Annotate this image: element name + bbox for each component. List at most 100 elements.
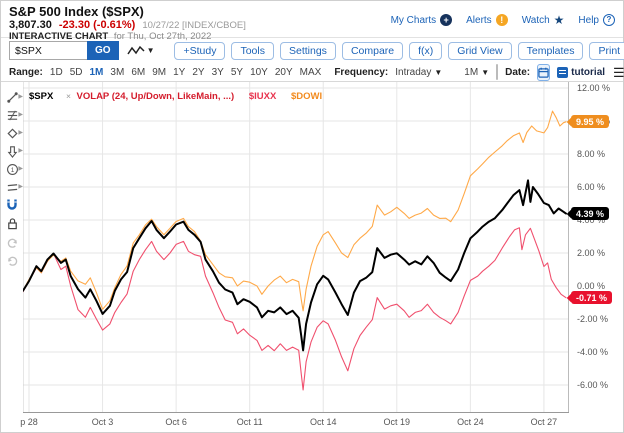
price-row: 3,807.30 -23.30 (-0.61%) 10/27/22 [INDEX… bbox=[9, 19, 246, 32]
last-price: 3,807.30 bbox=[9, 19, 52, 31]
legend-iuxx[interactable]: $IUXX bbox=[248, 91, 277, 102]
number-annotation-tool[interactable]: 1 ▶ bbox=[2, 162, 23, 176]
x-tick-label: p 28 bbox=[20, 417, 38, 427]
plus-circle-icon: + bbox=[440, 14, 453, 26]
range-option-3m[interactable]: 3M bbox=[110, 66, 125, 78]
arrow-tool[interactable]: ▶ bbox=[2, 144, 23, 158]
range-option-5d[interactable]: 5D bbox=[69, 66, 83, 78]
annotation-toolbar: ▶ ▶ ▶ ▶ 1 ▶ ▶ bbox=[1, 90, 23, 266]
go-button[interactable]: GO bbox=[87, 41, 119, 60]
frequency-dropdown[interactable]: Intraday ▼ bbox=[395, 67, 442, 78]
x-tick-label: Oct 11 bbox=[236, 417, 263, 427]
series-dowi bbox=[23, 110, 567, 312]
help-link[interactable]: Help ? bbox=[578, 14, 615, 26]
range-option-max[interactable]: MAX bbox=[299, 66, 322, 78]
symbol-entry-group: GO bbox=[9, 41, 119, 60]
y-tick-label: 0.00 % bbox=[577, 281, 606, 291]
range-option-2y[interactable]: 2Y bbox=[192, 66, 205, 78]
range-option-1y[interactable]: 1Y bbox=[173, 66, 186, 78]
tutorial-label: tutorial bbox=[571, 66, 606, 78]
chart-toolbar: GO ▼ +Study Tools Settings Compare f(x) Grid … bbox=[1, 38, 624, 63]
lock-annotations-tool[interactable] bbox=[2, 216, 22, 230]
redo-icon bbox=[7, 256, 17, 266]
chevron-down-icon: ▼ bbox=[146, 46, 155, 55]
y-tick-label: 2.00 % bbox=[577, 248, 606, 258]
x-tick-label: Oct 19 bbox=[383, 417, 411, 427]
header: S&P 500 Index ($SPX) 3,807.30 -23.30 (-0… bbox=[1, 1, 623, 42]
calendar-button[interactable] bbox=[537, 63, 551, 81]
range-option-6m[interactable]: 6M bbox=[131, 66, 146, 78]
chart-legend: $SPX × VOLAP (24, Up/Down, LikeMain, ...… bbox=[29, 91, 322, 102]
diamond-icon bbox=[6, 127, 18, 139]
minutes-group: Mins bbox=[496, 64, 499, 80]
tutorial-link[interactable]: tutorial bbox=[557, 66, 606, 78]
price-plot[interactable] bbox=[23, 82, 569, 414]
legend-volap[interactable]: VOLAP (24, Up/Down, LikeMain, ...) bbox=[76, 91, 235, 102]
x-tick-label: Oct 6 bbox=[165, 417, 187, 427]
question-circle-icon: ? bbox=[603, 14, 615, 26]
frequency-value: Intraday bbox=[395, 66, 432, 78]
y-tick-label: -2.00 % bbox=[577, 314, 609, 324]
settings-button[interactable]: Settings bbox=[279, 41, 336, 60]
watch-link[interactable]: Watch ★ bbox=[522, 14, 565, 26]
range-option-9m[interactable]: 9M bbox=[152, 66, 167, 78]
my-charts-link[interactable]: My Charts + bbox=[391, 14, 453, 26]
chevron-right-icon: ▶ bbox=[18, 112, 23, 118]
f-x--button[interactable]: f(x) bbox=[409, 41, 443, 60]
svg-text:1: 1 bbox=[10, 166, 14, 173]
y-tick-label: 6.00 % bbox=[577, 182, 606, 192]
trendline-tool[interactable]: ▶ bbox=[2, 90, 23, 104]
range-option-5y[interactable]: 5Y bbox=[230, 66, 244, 78]
chevron-down-icon: ▼ bbox=[481, 67, 490, 77]
tutorial-icon bbox=[557, 66, 569, 78]
range-list: 1D 5D 1M 3M 6M 9M 1Y 2Y 3Y 5Y 10Y 20Y MAX bbox=[50, 67, 321, 78]
lock-icon bbox=[7, 217, 17, 229]
series-iuxx bbox=[23, 227, 567, 391]
range-option-10y[interactable]: 10Y bbox=[250, 66, 268, 78]
price-change: -23.30 (-0.61%) bbox=[58, 19, 136, 31]
menu-icon[interactable]: ☰ bbox=[613, 64, 624, 80]
chevron-right-icon: ▶ bbox=[18, 94, 23, 100]
calendar-icon bbox=[538, 67, 549, 78]
undo-button[interactable] bbox=[2, 234, 22, 248]
range-bar: Range: 1D 5D 1M 3M 6M 9M 1Y 2Y 3Y 5Y 10Y 20Y MAX Fre… bbox=[1, 63, 624, 82]
circled-number-icon: 1 bbox=[6, 163, 18, 175]
toolbar-button-group: +Study Tools Settings Compare f(x) Grid View bbox=[174, 41, 512, 60]
chart-date-label: for Thu, Oct 27th, 2022 bbox=[113, 31, 212, 42]
symbol-input[interactable] bbox=[9, 41, 87, 60]
-study-button[interactable]: +Study bbox=[174, 41, 226, 60]
x-tick-label: Oct 3 bbox=[91, 417, 114, 427]
period-dropdown[interactable]: 1M ▼ bbox=[464, 67, 489, 78]
chart-type-dropdown[interactable]: ▼ bbox=[126, 44, 155, 57]
range-option-1m[interactable]: 1M bbox=[89, 66, 104, 78]
range-option-3y[interactable]: 3Y bbox=[211, 66, 224, 78]
remove-overlay-icon[interactable]: × bbox=[65, 91, 71, 101]
fibonacci-tool[interactable]: ▶ bbox=[2, 108, 23, 122]
date-label: Date: bbox=[505, 66, 531, 78]
compare-button[interactable]: Compare bbox=[341, 41, 404, 60]
range-option-1d[interactable]: 1D bbox=[49, 66, 63, 78]
templates-button[interactable]: Templates bbox=[517, 41, 584, 60]
quote-block: S&P 500 Index ($SPX) 3,807.30 -23.30 (-0… bbox=[9, 5, 246, 42]
legend-symbol[interactable]: $SPX bbox=[29, 91, 54, 102]
legend-dowi[interactable]: $DOWI bbox=[290, 91, 323, 102]
rangebar-right: tutorial ☰ bbox=[557, 66, 624, 79]
grid-view-button[interactable]: Grid View bbox=[448, 41, 512, 60]
tools-button[interactable]: Tools bbox=[231, 41, 274, 60]
magnet-icon bbox=[7, 199, 17, 210]
range-option-20y[interactable]: 20Y bbox=[274, 66, 293, 78]
toolbar-right-group: TemplatesPrintClear ✎ bbox=[517, 41, 624, 60]
redo-button[interactable] bbox=[2, 252, 22, 266]
chevron-right-icon: ▶ bbox=[18, 166, 23, 172]
alerts-link[interactable]: Alerts ! bbox=[466, 14, 508, 26]
minutes-input[interactable] bbox=[497, 67, 498, 78]
parallel-channel-tool[interactable]: ▶ bbox=[2, 180, 23, 194]
line-chart-icon bbox=[126, 45, 145, 55]
shapes-tool[interactable]: ▶ bbox=[2, 126, 23, 140]
quote-date-exchange: 10/27/22 [INDEX/CBOE] bbox=[142, 20, 246, 31]
y-tick-label: -4.00 % bbox=[577, 347, 609, 357]
header-links: My Charts + Alerts ! Watch ★ Help ? bbox=[391, 5, 615, 34]
magnet-tool[interactable] bbox=[2, 198, 22, 212]
x-tick-label: Oct 14 bbox=[309, 417, 337, 427]
print-button[interactable]: Print bbox=[589, 41, 624, 60]
